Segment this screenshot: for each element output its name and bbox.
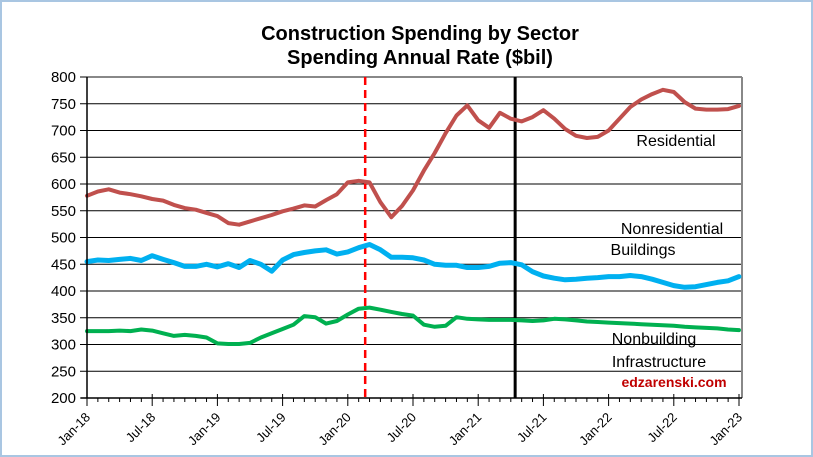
chart-title-line2: Spending Annual Rate ($bil) — [287, 47, 553, 69]
y-tick-label-400: 400 — [51, 283, 76, 300]
residential-series-label: Residential — [636, 133, 715, 150]
y-tick-label-500: 500 — [51, 230, 76, 247]
series-residential — [85, 87, 741, 227]
x-tick-label-Jul-21: Jul-21 — [514, 410, 550, 446]
nonresidential-series-label-line1: Nonresidential — [621, 221, 723, 238]
nonbuilding-series-label-line2: Infrastructure — [612, 354, 706, 371]
y-tick-label-350: 350 — [51, 310, 76, 327]
watermark-text: edzarenski.com — [621, 374, 726, 390]
y-tick-label-750: 750 — [51, 96, 76, 113]
chart-title-line1: Construction Spending by Sector — [261, 23, 579, 45]
x-tick-label-Jan-18: Jan-18 — [54, 410, 93, 449]
y-tick-label-250: 250 — [51, 363, 76, 380]
y-tick-label-550: 550 — [51, 203, 76, 220]
series-layer — [84, 87, 742, 346]
nonresidential-series-label-line2: Buildings — [611, 242, 676, 259]
x-tick-label-Jan-19: Jan-19 — [185, 410, 224, 449]
series-nonbuilding-infrastructure — [85, 305, 741, 346]
nonbuilding-series-label-line1: Nonbuilding — [612, 331, 697, 348]
x-tick-label-Jul-22: Jul-22 — [644, 410, 680, 446]
y-tick-label-200: 200 — [51, 390, 76, 407]
y-tick-label-800: 800 — [51, 69, 76, 86]
x-tick-label-Jan-23: Jan-23 — [706, 410, 745, 449]
y-tick-label-600: 600 — [51, 176, 76, 193]
grid-layer — [87, 76, 743, 398]
y-tick-label-450: 450 — [51, 256, 76, 273]
x-tick-label-Jul-19: Jul-19 — [253, 410, 289, 446]
x-tick-label-Jul-20: Jul-20 — [383, 410, 419, 446]
y-tick-label-300: 300 — [51, 337, 76, 354]
x-tick-label-Jul-18: Jul-18 — [123, 410, 159, 446]
series-nonresidential-buildings — [84, 242, 742, 290]
x-tick-label-Jan-20: Jan-20 — [315, 410, 354, 449]
x-tick-label-Jan-21: Jan-21 — [446, 410, 485, 449]
vline-layer — [363, 77, 517, 398]
x-tick-label-Jan-22: Jan-22 — [576, 410, 615, 449]
y-tick-label-650: 650 — [51, 149, 76, 166]
y-tick-label-700: 700 — [51, 123, 76, 140]
